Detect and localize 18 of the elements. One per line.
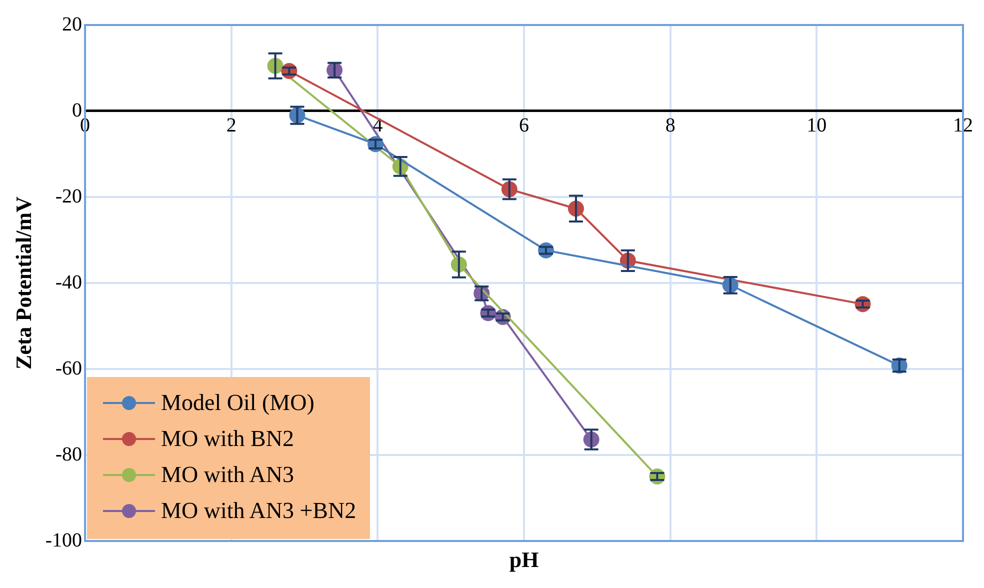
y-tick-label: -100	[45, 529, 82, 552]
x-tick-label: 2	[226, 114, 236, 136]
legend-label: MO with BN2	[161, 426, 294, 452]
x-tick-label: 8	[665, 114, 676, 136]
x-axis-title: pH	[508, 547, 540, 572]
y-tick-label: -20	[55, 185, 82, 208]
legend-label: Model Oil (MO)	[161, 390, 314, 416]
legend-label: MO with AN3 +BN2	[161, 498, 356, 524]
y-tick-label: 0	[72, 99, 82, 122]
x-tick-label: 10	[806, 114, 827, 136]
y-tick-label: -60	[55, 357, 82, 380]
point	[368, 136, 384, 152]
x-tick-label: 6	[519, 114, 530, 136]
legend-label: MO with AN3	[161, 462, 294, 488]
y-axis-title: Zeta Potential/mV	[10, 196, 36, 370]
y-tick-label: 20	[62, 13, 82, 36]
y-tick-label: -40	[55, 271, 82, 294]
y-tick-label: -80	[55, 443, 82, 466]
